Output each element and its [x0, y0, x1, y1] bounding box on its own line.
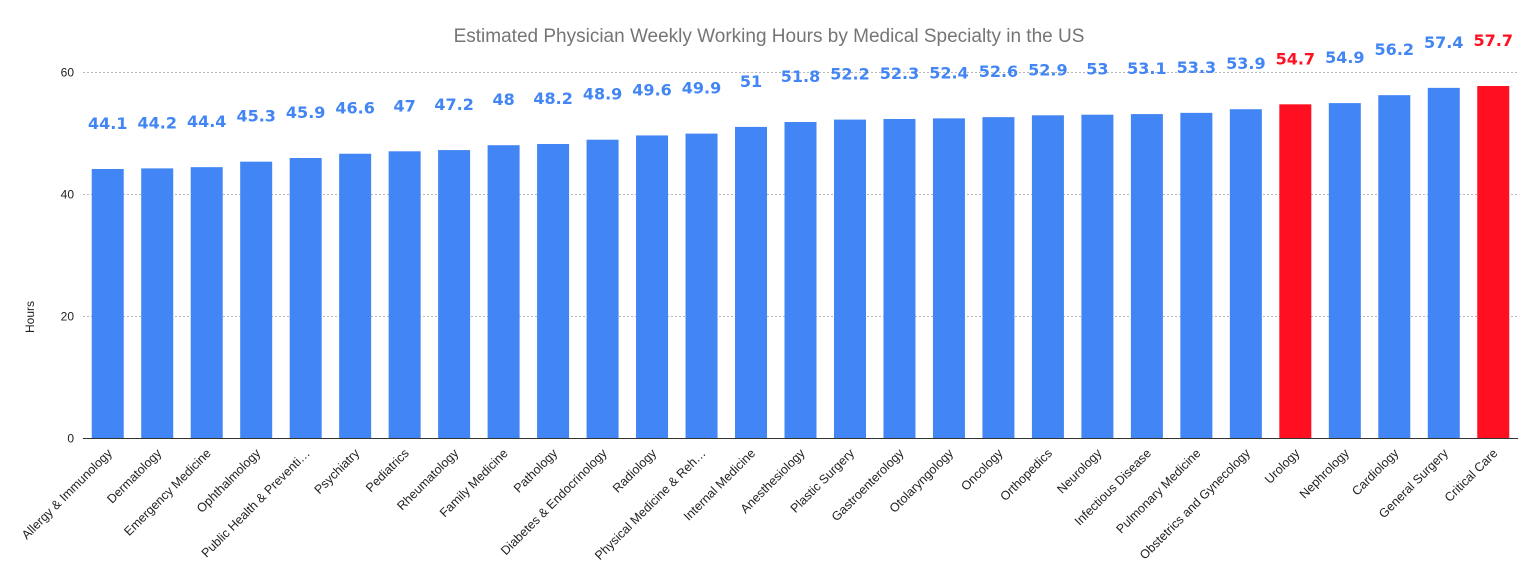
data-label: 56.2 — [1375, 40, 1414, 59]
bars — [91, 86, 1510, 439]
data-label: 45.9 — [286, 103, 325, 122]
x-tick-label: Pulmonary Medicine — [1114, 446, 1204, 536]
bar — [289, 158, 322, 438]
bar — [1328, 103, 1361, 439]
data-label: 52.4 — [929, 63, 968, 82]
bar — [685, 133, 718, 439]
bar — [883, 118, 916, 438]
data-label: 54.7 — [1276, 49, 1315, 68]
x-tick-label: Oncology — [958, 446, 1006, 494]
data-label: 45.3 — [236, 107, 275, 126]
bar — [487, 145, 520, 438]
x-tick-label: Cardiology — [1349, 446, 1402, 499]
x-tick-label: Allergy & Immunology — [19, 446, 115, 542]
bar — [784, 122, 817, 439]
data-label: 52.2 — [830, 65, 869, 84]
bar — [586, 139, 619, 438]
y-tick-label: 20 — [61, 310, 75, 324]
y-tick-label: 0 — [67, 432, 74, 446]
bar — [388, 151, 421, 439]
x-tick-label: Radiology — [610, 446, 660, 496]
y-tick-label: 60 — [61, 66, 75, 80]
x-tick-label: Neurology — [1054, 446, 1105, 497]
data-label: 53.1 — [1127, 59, 1166, 78]
bar — [91, 168, 124, 439]
bar — [1229, 109, 1262, 439]
data-label: 48 — [492, 90, 514, 109]
x-tick-label: Critical Care — [1442, 446, 1501, 505]
data-label: 46.6 — [335, 99, 374, 118]
bar — [833, 119, 866, 438]
bar — [537, 143, 570, 439]
y-axis-ticks: 0 20 40 60 — [61, 66, 75, 446]
data-label: 52.9 — [1028, 60, 1067, 79]
y-axis-label: Hours — [23, 301, 37, 333]
data-label: 48.9 — [583, 85, 622, 104]
data-label: 54.9 — [1325, 48, 1364, 67]
x-tick-label: Diabetes & Endocrinology — [498, 446, 610, 558]
x-tick-label: Pediatrics — [363, 446, 412, 495]
data-label: 49.9 — [682, 79, 721, 98]
bar — [339, 153, 372, 439]
y-tick-label: 40 — [61, 188, 75, 202]
bar — [735, 126, 768, 439]
data-label: 48.2 — [533, 89, 572, 108]
bar — [1031, 115, 1064, 438]
data-label: 49.6 — [632, 80, 671, 99]
bar — [982, 117, 1015, 438]
x-tick-label: Nephrology — [1297, 446, 1353, 502]
bar — [240, 161, 273, 439]
data-label: 47.2 — [434, 95, 473, 114]
data-label: 57.7 — [1474, 31, 1513, 50]
bar — [190, 167, 223, 438]
bar — [636, 135, 669, 438]
x-tick-label: Urology — [1262, 446, 1303, 487]
data-label: 53.3 — [1177, 58, 1216, 77]
data-label: 51.8 — [781, 67, 820, 86]
bar — [1378, 95, 1411, 439]
data-label: 44.1 — [88, 114, 127, 133]
bar — [141, 168, 174, 438]
data-label: 52.3 — [880, 64, 919, 83]
data-label: 44.4 — [187, 112, 226, 131]
bar — [1180, 112, 1213, 439]
x-tick-label: Orthopedics — [997, 446, 1055, 504]
data-label: 57.4 — [1424, 33, 1463, 52]
data-label: 52.6 — [979, 62, 1018, 81]
data-label: 44.2 — [137, 113, 176, 132]
x-tick-label: Pathology — [511, 446, 561, 496]
data-label: 53 — [1086, 60, 1108, 79]
bar — [1130, 114, 1163, 438]
bar — [1427, 87, 1460, 439]
data-label: 47 — [394, 96, 416, 115]
data-label: 51 — [740, 72, 762, 91]
bar — [438, 150, 471, 438]
x-tick-label: Emergency Medicine — [121, 446, 213, 538]
x-tick-label: Psychiatry — [312, 446, 363, 497]
chart-title: Estimated Physician Weekly Working Hours… — [454, 26, 1085, 47]
data-label: 53.9 — [1226, 54, 1265, 73]
bar — [1081, 114, 1114, 438]
data-labels: 44.1 44.2 44.4 45.3 45.9 46.6 47 47.2 48 48.2 48.9… — [88, 31, 1513, 133]
x-axis-ticks: Allergy & ImmunologyDermatologyEmergency… — [19, 446, 1500, 563]
bar — [1279, 104, 1312, 438]
bar — [932, 118, 965, 439]
bar — [1477, 86, 1510, 438]
